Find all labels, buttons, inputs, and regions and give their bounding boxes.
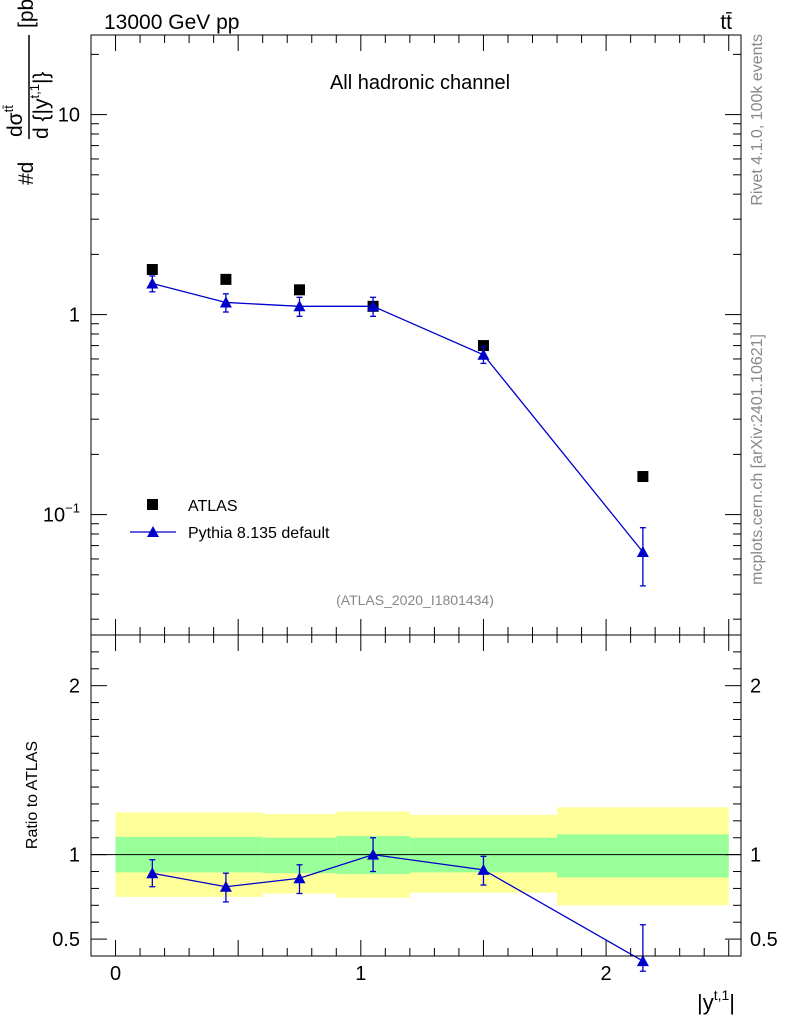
main-y-tick-label: 10−1	[43, 501, 80, 527]
chart-title: All hadronic channel	[330, 72, 510, 94]
ratio-band-green	[557, 834, 729, 878]
ratio-y-tick-label-right: 2	[750, 676, 761, 698]
ratio-data-point	[367, 848, 380, 860]
pythia-data-point	[219, 296, 232, 308]
ratio-panel-frame	[90, 634, 742, 957]
y-label-denominator: d {|y	[30, 98, 53, 139]
x-tick-label: 0	[110, 963, 121, 985]
main-panel-series	[146, 264, 649, 587]
y-label-unit: [pb]	[15, 0, 38, 28]
ratio-y-tick-label-right: 1	[750, 845, 761, 867]
y-label-denominator-sup: t,1	[27, 84, 42, 98]
ratio-y-axis-label: Ratio to ATLAS	[24, 741, 41, 849]
ratio-series	[146, 837, 649, 972]
svg-text:dσtt̄: dσtt̄	[1, 105, 27, 137]
atlas-data-point	[146, 264, 158, 276]
ratio-y-tick-label: 1	[69, 845, 80, 867]
ratio-panel-ticks: 0.5 0.5 1 1 2 2 0 1 2	[52, 634, 778, 985]
main-y-axis-label: #d dσtt̄ d {|yt,1|} [pb]	[1, 0, 53, 185]
mcplots-label: mcplots.cern.ch [arXiv:2401.10621]	[749, 334, 766, 585]
energy-label: 13000 GeV pp	[104, 11, 239, 34]
legend-pythia-marker	[147, 526, 159, 537]
rivet-label: Rivet 4.1.0, 100k events	[749, 34, 766, 206]
pythia-data-point	[477, 348, 490, 360]
atlas-data-point	[637, 471, 649, 483]
legend-atlas-marker	[147, 499, 158, 510]
ratio-bands	[91, 807, 741, 906]
x-tick-label: 2	[601, 963, 612, 985]
ratio-y-tick-label: 2	[69, 676, 80, 698]
atlas-data-point	[293, 284, 305, 296]
svg-text:#d: #d	[15, 162, 38, 185]
pythia-line	[152, 282, 644, 553]
pythia-data-point	[293, 300, 306, 312]
legend-atlas-label: ATLAS	[188, 498, 238, 515]
svg-text:d {|yt,1|}: d {|yt,1|}	[27, 72, 53, 139]
ratio-pythia-line	[152, 853, 644, 962]
x-axis-label: |yt,1|	[697, 987, 735, 1015]
pythia-data-point	[636, 546, 649, 558]
analysis-id: (ATLAS_2020_I1801434)	[336, 592, 494, 608]
y-label-numerator-sup: tt̄	[1, 105, 16, 113]
atlas-data-point	[477, 340, 489, 352]
atlas-data-point	[220, 273, 232, 285]
main-y-tick-label: 10	[58, 105, 80, 127]
x-tick-label: 1	[355, 963, 366, 985]
ratio-y-tick-label: 0.5	[52, 929, 80, 951]
ratio-data-point	[477, 863, 490, 875]
ratio-data-point	[636, 955, 649, 967]
ratio-data-point	[219, 880, 232, 892]
main-y-tick-label: 1	[69, 305, 80, 327]
ratio-data-point	[146, 867, 159, 879]
ratio-data-point	[293, 872, 306, 884]
main-panel-ticks: 10−1 1 10	[43, 35, 741, 635]
y-label-numerator: dσ	[4, 112, 27, 137]
pythia-data-point	[367, 300, 380, 312]
y-label-prefix: #d	[15, 162, 38, 185]
legend-pythia-label: Pythia 8.135 default	[188, 525, 330, 542]
process-label: tt̄	[720, 11, 732, 34]
pythia-data-point	[146, 277, 159, 289]
y-label-denominator-end: |}	[30, 72, 53, 84]
ratio-y-tick-label-right: 0.5	[750, 929, 778, 951]
legend: ATLAS Pythia 8.135 default	[130, 498, 330, 542]
